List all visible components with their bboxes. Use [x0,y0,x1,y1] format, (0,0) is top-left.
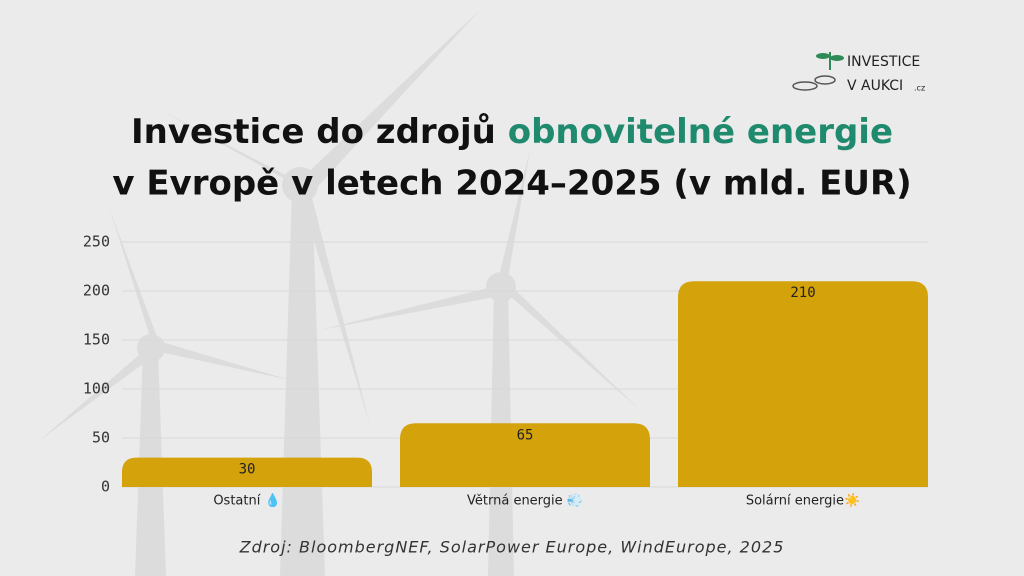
bar [122,457,372,487]
y-tick-label: 250 [83,233,110,251]
title-part: Investice do zdrojů [131,112,496,152]
y-tick-label: 50 [92,429,110,447]
chart-title: v Evropě v letech 2024–2025 (v mld. EUR) [112,164,911,204]
x-tick-label: Solární energie☀️ [746,492,860,509]
y-tick-label: 200 [83,282,110,300]
logo-text: INVESTICE [847,54,920,70]
chart-title: Investice do zdrojů obnovitelné energie [131,112,893,152]
y-tick-label: 100 [83,380,110,398]
x-tick-label: Větrná energie 💨 [467,493,583,509]
bar [400,423,650,487]
x-tick-label: Ostatní 💧 [213,493,280,509]
y-tick-label: 0 [101,478,110,496]
value-label: 30 [239,462,256,478]
bar [678,281,928,487]
y-tick-label: 150 [83,331,110,349]
value-label: 65 [517,427,534,443]
title-highlight: obnovitelné energie [508,112,893,152]
logo-text: V AUKCI [847,78,903,94]
source: Zdroj: BloombergNEF, SolarPower Europe, … [239,538,785,557]
background-turbines [40,10,640,576]
value-label: 210 [790,285,815,301]
logo-domain: .cz [914,84,925,93]
logo: INVESTICE V AUKCI .cz [792,52,925,94]
